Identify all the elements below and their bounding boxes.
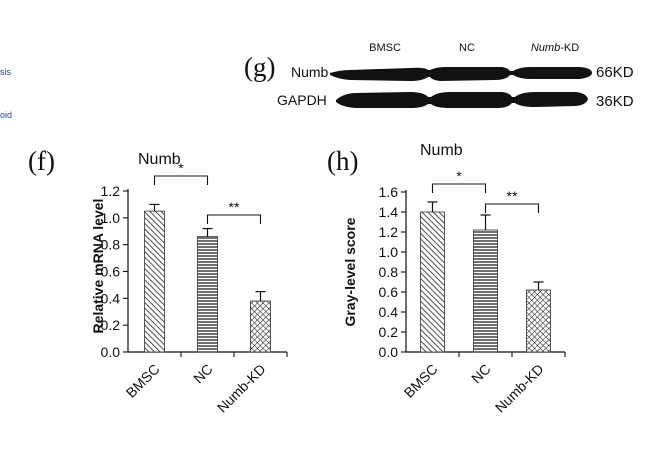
blot-protein-label: Numb	[291, 64, 329, 80]
blot-size-label: 66KD	[596, 64, 634, 81]
panel-label-h: (h)	[327, 146, 359, 176]
y-tick-label: 0.8	[101, 237, 121, 253]
panel-label-g: (g)	[244, 52, 276, 82]
x-tick-label: Numb-KD	[492, 361, 547, 416]
bar	[420, 211, 445, 353]
significance-bracket	[206, 214, 262, 224]
x-tick-label: NC	[468, 361, 494, 387]
significance-bracket	[153, 175, 209, 185]
y-tick-label: 1.4	[379, 204, 399, 220]
blot-lane-gene-italic: Numb	[530, 42, 561, 54]
significance-label: *	[178, 160, 184, 176]
bar	[197, 236, 218, 353]
y-tick-label: 0.6	[379, 284, 399, 300]
y-tick-label: 0.2	[379, 324, 399, 340]
cropped-text-fragment: sis	[0, 67, 11, 77]
significance-label: *	[456, 168, 462, 184]
significance-bracket	[431, 183, 487, 193]
chart-title: Numb	[138, 151, 181, 168]
blot-band	[336, 92, 588, 108]
y-tick-label: 1.0	[101, 210, 121, 226]
y-tick-label: 0.4	[101, 290, 121, 306]
y-tick-label: 0.2	[101, 317, 121, 333]
y-tick-label: 0.6	[101, 264, 121, 280]
bar	[473, 229, 498, 353]
blot-size-label: 36KD	[596, 93, 634, 110]
y-tick-label: 1.2	[379, 224, 399, 240]
significance-label: **	[229, 199, 240, 215]
significance-label: **	[507, 188, 518, 204]
y-tick-label: 0.4	[379, 304, 399, 320]
bar	[144, 210, 165, 353]
x-tick-label: BMSC	[401, 361, 441, 401]
x-tick-label: Numb-KD	[214, 361, 269, 416]
panel-label-f: (f)	[28, 146, 55, 176]
y-tick-label: 0.8	[379, 264, 399, 280]
western-blot-image	[330, 67, 592, 108]
y-tick-label: 0.0	[101, 344, 121, 360]
bar	[250, 300, 271, 353]
significance-bracket	[484, 203, 540, 213]
cropped-text-fragment: oid	[0, 110, 13, 120]
blot-lane-label: NC	[459, 42, 475, 54]
blot-lane-suffix: -KD	[560, 42, 580, 54]
x-tick-label: NC	[190, 361, 216, 387]
blot-lane-label: BMSC	[369, 42, 401, 54]
blot-protein-label: GAPDH	[277, 92, 327, 108]
chart-title: Numb	[420, 142, 463, 159]
y-tick-label: 1.6	[379, 184, 399, 200]
y-tick-label: 1.2	[101, 183, 121, 199]
blot-lane-label-numb-kd: Numb-KD	[505, 42, 605, 54]
blot-band	[330, 67, 592, 81]
y-tick-label: 1.0	[379, 244, 399, 260]
bar	[526, 289, 551, 353]
y-tick-label: 0.0	[379, 344, 399, 360]
x-tick-label: BMSC	[123, 361, 163, 401]
